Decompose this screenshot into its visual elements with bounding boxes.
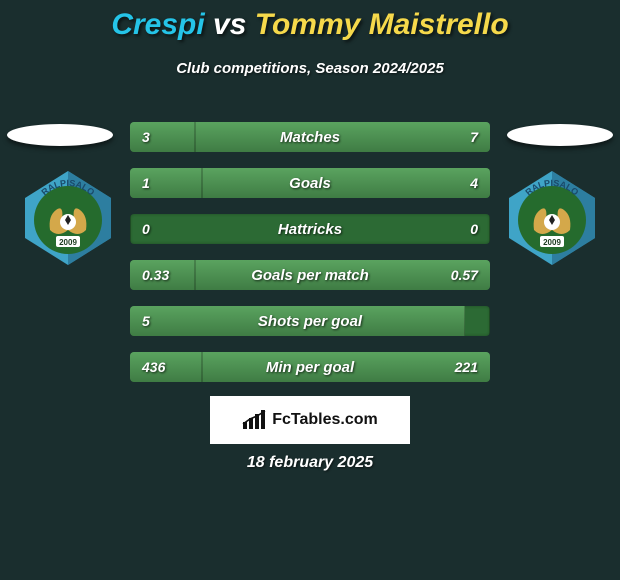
bar-fill-right xyxy=(195,260,490,290)
bar-fill-left xyxy=(130,168,202,198)
stats-bars: 37Matches 14Goals 0 0Hattricks 0.330.57Goals… xyxy=(130,122,490,398)
bar-fill-right xyxy=(202,352,490,382)
vs-text: vs xyxy=(205,8,255,41)
bar-fill-right xyxy=(195,122,490,152)
date: 18 february 2025 xyxy=(0,454,620,472)
page-title: Crespi vs Tommy Maistrello xyxy=(0,0,620,42)
bar-fill-left xyxy=(130,352,202,382)
bar-fill-left xyxy=(130,214,131,244)
crest-year: 2009 xyxy=(59,238,77,247)
subtitle: Club competitions, Season 2024/2025 xyxy=(0,60,620,77)
bar-fill-left xyxy=(130,306,465,336)
player2-club-crest: RALPISALO 2009 xyxy=(502,168,602,268)
player1-avatar-placeholder xyxy=(7,124,113,146)
player2-name: Tommy Maistrello xyxy=(255,8,509,41)
stat-row: 436221Min per goal xyxy=(130,352,490,382)
stat-label: Hattricks xyxy=(130,214,490,244)
stat-row: 0 0Hattricks xyxy=(130,214,490,244)
player2-avatar-placeholder xyxy=(507,124,613,146)
crest-year: 2009 xyxy=(543,238,561,247)
bar-fill-left xyxy=(130,122,195,152)
bar-fill-right xyxy=(489,306,490,336)
watermark: FcTables.com xyxy=(210,396,410,444)
watermark-text: FcTables.com xyxy=(272,411,378,429)
chart-icon xyxy=(242,410,268,430)
bar-fill-left xyxy=(130,260,195,290)
player1-name: Crespi xyxy=(111,8,204,41)
stat-value-right: 0 xyxy=(458,214,490,244)
stat-value-left: 0 xyxy=(130,214,162,244)
bar-fill-right xyxy=(489,214,490,244)
player1-club-crest: RALPISALO 2009 xyxy=(18,168,118,268)
stat-row: 0.330.57Goals per match xyxy=(130,260,490,290)
bar-fill-right xyxy=(202,168,490,198)
stat-row: 5Shots per goal xyxy=(130,306,490,336)
stat-row: 14Goals xyxy=(130,168,490,198)
stat-row: 37Matches xyxy=(130,122,490,152)
